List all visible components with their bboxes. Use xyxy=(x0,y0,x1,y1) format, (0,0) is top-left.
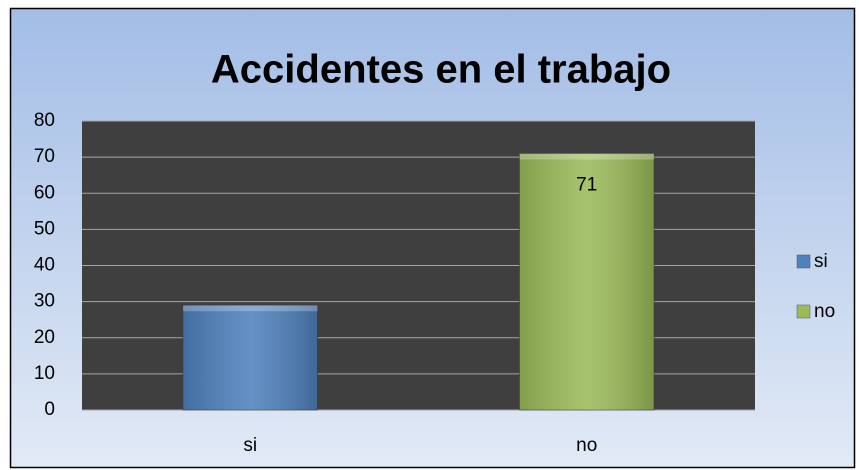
bar-shine xyxy=(519,153,655,410)
y-tick-label: 30 xyxy=(34,291,55,312)
bar-bevel xyxy=(182,305,318,312)
legend-swatch xyxy=(796,254,811,269)
y-tick-label: 20 xyxy=(34,327,55,348)
y-tick-label: 80 xyxy=(34,110,55,131)
legend-label: si xyxy=(814,251,828,272)
y-tick-label: 0 xyxy=(44,399,55,420)
chart-title: Accidentes en el trabajo xyxy=(211,48,671,92)
x-tick-label: no xyxy=(576,435,597,456)
data-label: 71 xyxy=(576,175,597,196)
bar-shine xyxy=(182,305,318,410)
y-tick-label: 50 xyxy=(34,218,55,239)
y-tick-label: 40 xyxy=(34,255,55,276)
y-tick-label: 70 xyxy=(34,146,55,167)
y-tick-label: 10 xyxy=(34,363,55,384)
legend-swatch xyxy=(796,304,811,319)
legend-label: no xyxy=(814,301,835,322)
x-tick-label: si xyxy=(243,435,257,456)
bar-bevel xyxy=(519,153,655,160)
y-tick-label: 60 xyxy=(34,182,55,203)
